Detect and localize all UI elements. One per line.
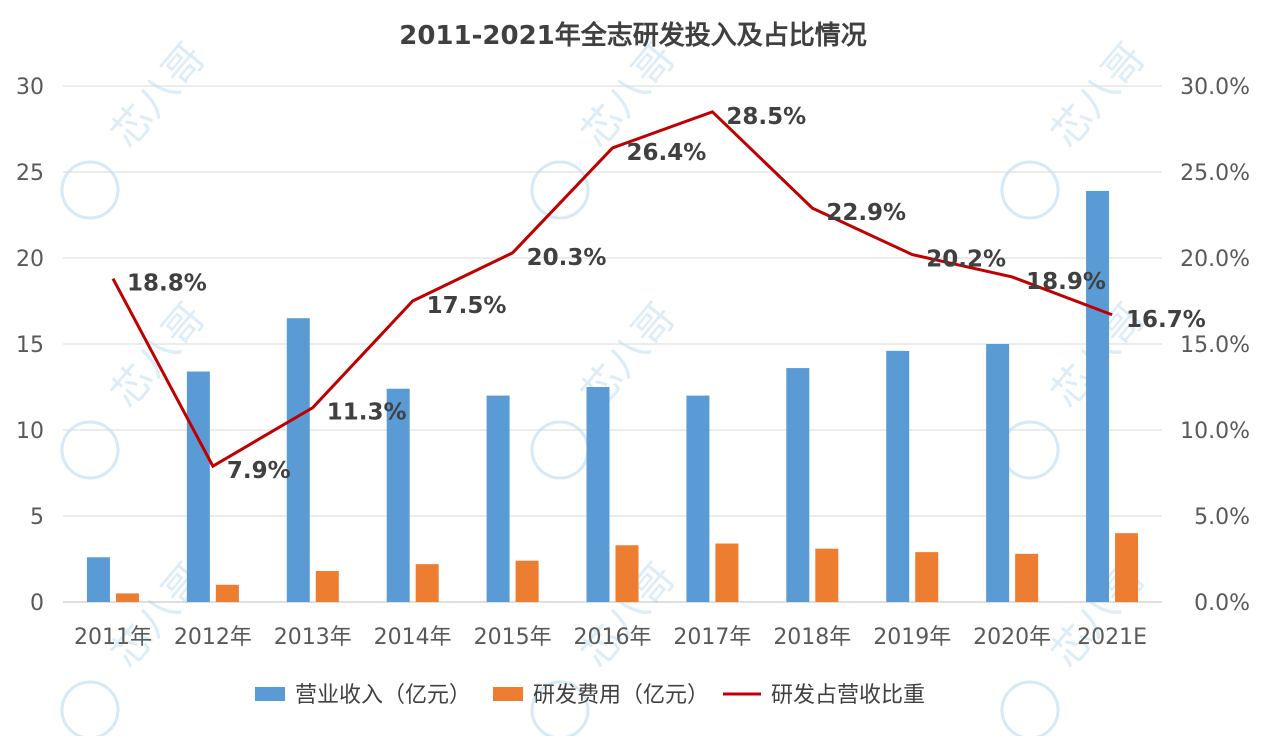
- right-axis-tick: 30.0%: [1180, 75, 1250, 100]
- x-axis-tick: 2020年: [973, 625, 1051, 650]
- x-axis-tick: 2014年: [374, 625, 452, 650]
- data-label: 11.3%: [327, 400, 407, 426]
- left-axis-tick: 15: [16, 333, 44, 358]
- bar-revenue: [686, 395, 710, 602]
- data-label: 18.9%: [1026, 269, 1106, 295]
- watermark-text: 芯八哥: [102, 35, 214, 156]
- left-axis-tick: 25: [16, 161, 44, 186]
- watermark-text: 芯八哥: [1042, 35, 1154, 156]
- left-axis-tick: 20: [16, 247, 44, 272]
- legend: 营业收入（亿元） 研发费用（亿元） 研发占营收比重: [255, 683, 925, 708]
- left-axis-tick: 0: [30, 591, 44, 616]
- axes: 0 5 10 15 20 25 30 0.0% 5.0% 10.0% 15.0% 20.0% 25.0%…: [16, 75, 1250, 650]
- bar-revenue: [86, 557, 110, 602]
- bar-rd-expense: [615, 545, 639, 602]
- left-axis-tick: 10: [16, 419, 44, 444]
- right-axis-tick: 25.0%: [1180, 161, 1250, 186]
- right-axis-tick: 10.0%: [1180, 419, 1250, 444]
- bar-rd-expense: [515, 560, 539, 602]
- data-label: 22.9%: [826, 200, 906, 226]
- x-axis-tick: 2011年: [74, 625, 152, 650]
- right-axis-tick: 5.0%: [1194, 505, 1250, 530]
- data-label: 20.2%: [926, 247, 1006, 273]
- bar-rd-expense: [1115, 533, 1139, 602]
- data-label: 16.7%: [1126, 307, 1206, 333]
- bar-revenue: [586, 387, 610, 602]
- bar-rd-expense: [815, 548, 839, 602]
- bar-revenue: [386, 388, 410, 602]
- bar-rd-expense: [715, 543, 739, 602]
- data-label: 17.5%: [427, 293, 507, 319]
- bar-revenue: [186, 371, 210, 602]
- bars: [86, 190, 1139, 603]
- bar-revenue: [886, 350, 910, 602]
- x-axis-tick: 2021E: [1077, 625, 1147, 650]
- bar-rd-expense: [315, 571, 339, 602]
- bar-rd-expense: [415, 564, 439, 602]
- legend-label: 研发占营收比重: [771, 683, 925, 708]
- watermark-logo-icon: [60, 420, 120, 480]
- legend-label: 营业收入（亿元）: [295, 683, 471, 708]
- x-axis-tick: 2013年: [274, 625, 352, 650]
- bar-revenue: [986, 344, 1010, 602]
- chart-title: 2011-2021年全志研发投入及占比情况: [399, 20, 867, 51]
- gridlines: [63, 85, 1162, 603]
- bar-revenue: [286, 318, 310, 602]
- legend-swatch: [493, 687, 524, 701]
- data-label: 7.9%: [227, 458, 291, 484]
- legend-swatch: [255, 687, 285, 701]
- bar-rd-expense: [215, 584, 239, 602]
- watermark-logo-icon: [60, 160, 120, 220]
- ratio-line-path: [111, 110, 1113, 469]
- data-label: 18.8%: [127, 271, 207, 297]
- x-axis-tick: 2018年: [773, 625, 851, 650]
- bar-revenue: [486, 395, 510, 602]
- watermark-logo-icon: [1000, 160, 1060, 220]
- watermark-logo-icon: [60, 680, 120, 736]
- right-axis-tick: 20.0%: [1180, 247, 1250, 272]
- watermark-logo-icon: [530, 680, 590, 736]
- x-axis-tick: 2017年: [673, 625, 751, 650]
- watermark-logo-icon: [530, 160, 590, 220]
- bar-revenue: [1086, 190, 1110, 603]
- data-label: 26.4%: [627, 140, 707, 166]
- bar-rd-expense: [915, 552, 939, 602]
- left-axis-tick: 30: [16, 75, 44, 100]
- watermark-logo-icon: [1000, 680, 1060, 736]
- x-axis-tick: 2012年: [174, 625, 252, 650]
- right-axis-tick: 0.0%: [1194, 591, 1250, 616]
- bar-rd-expense: [115, 593, 139, 602]
- right-axis-tick: 15.0%: [1180, 333, 1250, 358]
- x-axis-tick: 2016年: [574, 625, 652, 650]
- x-axis-tick: 2019年: [873, 625, 951, 650]
- data-label: 28.5%: [726, 104, 806, 130]
- x-axis-tick: 2015年: [474, 625, 552, 650]
- legend-label: 研发费用（亿元）: [533, 683, 709, 708]
- ratio-line: 18.8% 7.9% 11.3% 17.5% 20.3% 26.4% 28.5% 22.9% 2…: [111, 104, 1206, 484]
- bar-revenue: [786, 368, 810, 602]
- watermark-text: 芯八哥: [572, 35, 684, 156]
- data-label: 20.3%: [527, 245, 607, 271]
- left-axis-tick: 5: [30, 505, 44, 530]
- bar-rd-expense: [1015, 553, 1039, 602]
